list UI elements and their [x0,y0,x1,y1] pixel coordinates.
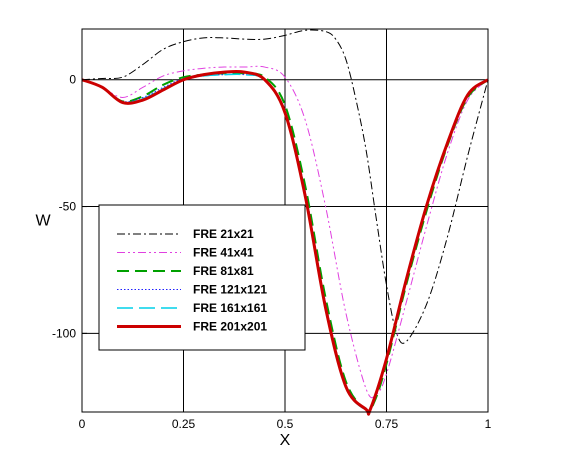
x-tick-label: 0 [79,417,86,431]
ticks: 0 0.25 0.5 0.75 1 0 -50 -100 [52,73,492,431]
legend-label: FRE 21x21 [193,227,254,241]
x-tick-label: 1 [485,417,492,431]
y-tick-label: -50 [59,200,77,214]
legend-label: FRE 41x41 [193,246,254,260]
legend-label: FRE 201x201 [193,320,267,334]
legend-label: FRE 81x81 [193,264,254,278]
series-line-1 [81,29,489,344]
x-tick-label: 0.5 [277,417,294,431]
x-tick-label: 0.75 [375,417,399,431]
series-layer [81,29,489,416]
x-tick-label: 0.25 [172,417,196,431]
y-axis-label: W [35,213,51,230]
series-line-2 [81,65,489,399]
y-tick-label: 0 [69,73,76,87]
y-tick-label: -100 [52,326,76,340]
legend-label: FRE 161x161 [193,301,267,315]
legend-label: FRE 121x121 [193,283,267,297]
x-axis-label: X [280,432,291,449]
series-line-6 [81,69,489,416]
legend: FRE 21x21 FRE 41x41 FRE 81x81 FRE 121x121 FR… [98,204,306,351]
